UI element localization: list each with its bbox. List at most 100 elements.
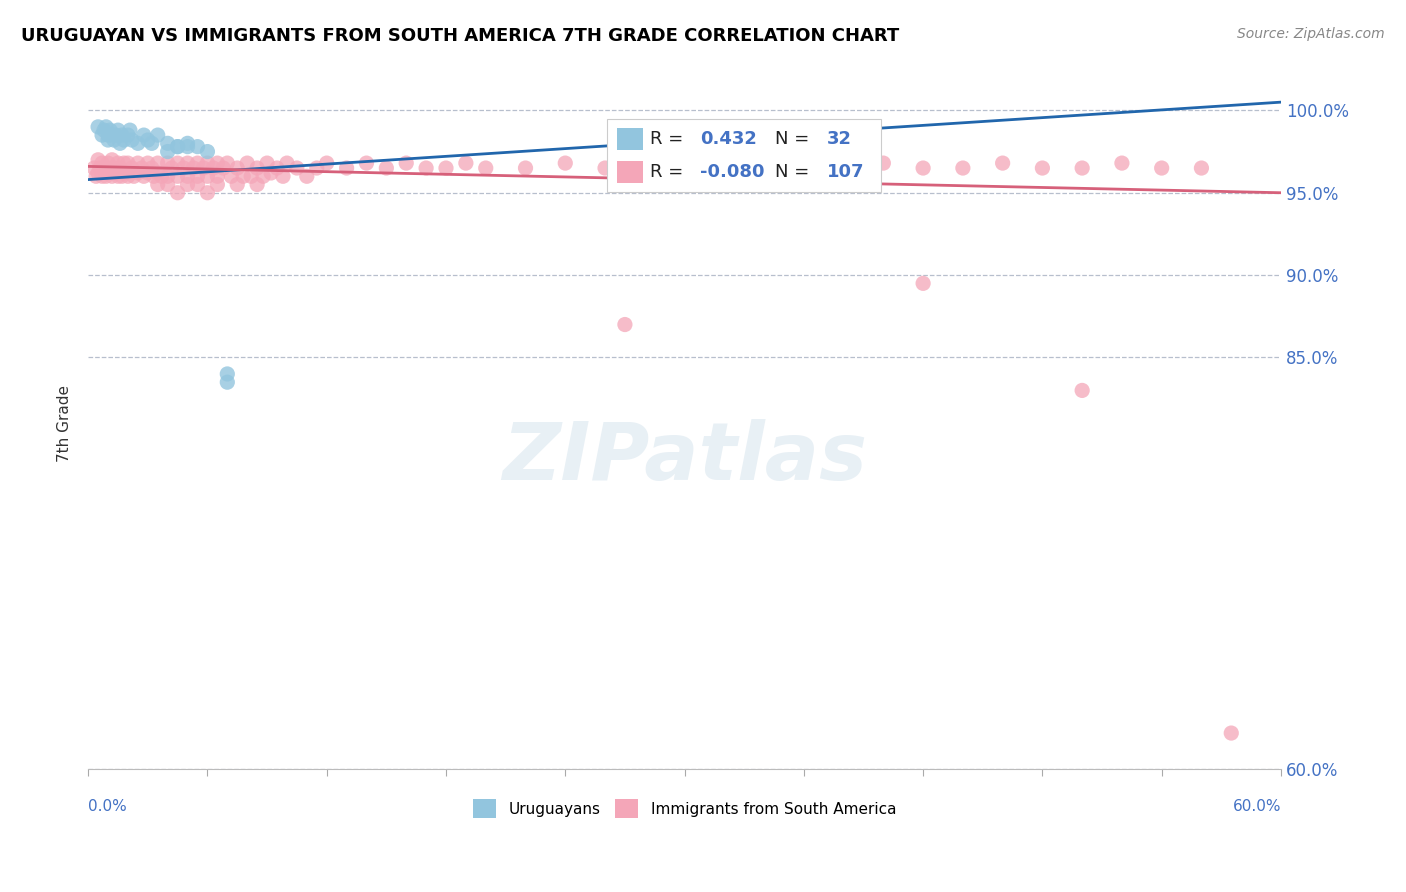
- Immigrants from South America: [176, 169, 198, 184]
- Immigrants from South America: [912, 161, 935, 175]
- Immigrants from South America: [236, 156, 259, 170]
- Immigrants from South America: [226, 161, 249, 175]
- Immigrants from South America: [256, 156, 278, 170]
- Immigrants from South America: [166, 169, 188, 184]
- Immigrants from South America: [150, 169, 173, 184]
- Immigrants from South America: [131, 161, 153, 175]
- Immigrants from South America: [89, 161, 111, 175]
- Text: N =: N =: [775, 163, 810, 181]
- Immigrants from South America: [232, 169, 254, 184]
- Immigrants from South America: [240, 169, 263, 184]
- Immigrants from South America: [160, 161, 183, 175]
- Uruguayans: [136, 133, 159, 147]
- Bar: [617, 161, 643, 183]
- Uruguayans: [176, 136, 198, 151]
- Immigrants from South America: [356, 156, 378, 170]
- Immigrants from South America: [434, 161, 457, 175]
- Uruguayans: [166, 139, 188, 153]
- Immigrants from South America: [276, 156, 298, 170]
- Immigrants from South America: [112, 166, 135, 180]
- Immigrants from South America: [634, 156, 657, 170]
- Immigrants from South America: [176, 156, 198, 170]
- Immigrants from South America: [197, 156, 219, 170]
- Immigrants from South America: [474, 161, 496, 175]
- Immigrants from South America: [136, 166, 159, 180]
- Immigrants from South America: [271, 169, 294, 184]
- Immigrants from South America: [93, 161, 115, 175]
- Immigrants from South America: [122, 169, 145, 184]
- Immigrants from South America: [952, 161, 974, 175]
- Text: R =: R =: [650, 163, 683, 181]
- Immigrants from South America: [127, 166, 149, 180]
- Uruguayans: [217, 367, 239, 381]
- Uruguayans: [146, 128, 169, 142]
- Uruguayans: [166, 139, 188, 153]
- Uruguayans: [108, 136, 131, 151]
- Immigrants from South America: [186, 156, 208, 170]
- Immigrants from South America: [107, 156, 129, 170]
- Immigrants from South America: [104, 166, 127, 180]
- Uruguayans: [141, 136, 163, 151]
- Bar: [617, 128, 643, 150]
- Text: 0.0%: 0.0%: [89, 799, 127, 814]
- Immigrants from South America: [266, 161, 288, 175]
- Immigrants from South America: [193, 161, 215, 175]
- Immigrants from South America: [186, 178, 208, 192]
- Text: 32: 32: [827, 130, 852, 148]
- Immigrants from South America: [395, 156, 418, 170]
- Immigrants from South America: [156, 169, 179, 184]
- Immigrants from South America: [166, 156, 188, 170]
- Immigrants from South America: [98, 161, 121, 175]
- Immigrants from South America: [97, 166, 120, 180]
- Immigrants from South America: [103, 161, 125, 175]
- Uruguayans: [132, 128, 155, 142]
- Immigrants from South America: [217, 156, 239, 170]
- Immigrants from South America: [613, 318, 636, 332]
- Uruguayans: [104, 128, 127, 142]
- Uruguayans: [156, 136, 179, 151]
- Uruguayans: [127, 136, 149, 151]
- Immigrants from South America: [183, 161, 205, 175]
- Immigrants from South America: [252, 169, 274, 184]
- Immigrants from South America: [186, 169, 208, 184]
- Immigrants from South America: [142, 169, 165, 184]
- Immigrants from South America: [832, 161, 855, 175]
- Immigrants from South America: [246, 161, 269, 175]
- Immigrants from South America: [295, 169, 318, 184]
- Immigrants from South America: [146, 156, 169, 170]
- Immigrants from South America: [207, 178, 229, 192]
- Immigrants from South America: [285, 161, 308, 175]
- Immigrants from South America: [912, 277, 935, 291]
- Uruguayans: [156, 145, 179, 159]
- Immigrants from South America: [713, 161, 735, 175]
- Immigrants from South America: [226, 178, 249, 192]
- Uruguayans: [186, 139, 208, 153]
- Uruguayans: [91, 128, 114, 142]
- Immigrants from South America: [146, 178, 169, 192]
- Immigrants from South America: [202, 161, 225, 175]
- Immigrants from South America: [515, 161, 537, 175]
- Immigrants from South America: [166, 186, 188, 200]
- Immigrants from South America: [101, 169, 124, 184]
- Immigrants from South America: [156, 178, 179, 192]
- Immigrants from South America: [1071, 384, 1094, 398]
- Immigrants from South America: [141, 161, 163, 175]
- Immigrants from South America: [91, 169, 114, 184]
- Uruguayans: [103, 133, 125, 147]
- Immigrants from South America: [221, 169, 243, 184]
- Immigrants from South America: [260, 166, 283, 180]
- Immigrants from South America: [1071, 161, 1094, 175]
- Uruguayans: [176, 139, 198, 153]
- Uruguayans: [217, 375, 239, 389]
- Immigrants from South America: [793, 161, 815, 175]
- Uruguayans: [94, 120, 117, 134]
- Immigrants from South America: [305, 161, 328, 175]
- Text: 107: 107: [827, 163, 865, 181]
- Uruguayans: [111, 128, 134, 142]
- Y-axis label: 7th Grade: 7th Grade: [58, 384, 72, 462]
- Immigrants from South America: [84, 169, 107, 184]
- Immigrants from South America: [108, 161, 131, 175]
- Immigrants from South America: [454, 156, 477, 170]
- Immigrants from South America: [136, 156, 159, 170]
- Immigrants from South America: [991, 156, 1014, 170]
